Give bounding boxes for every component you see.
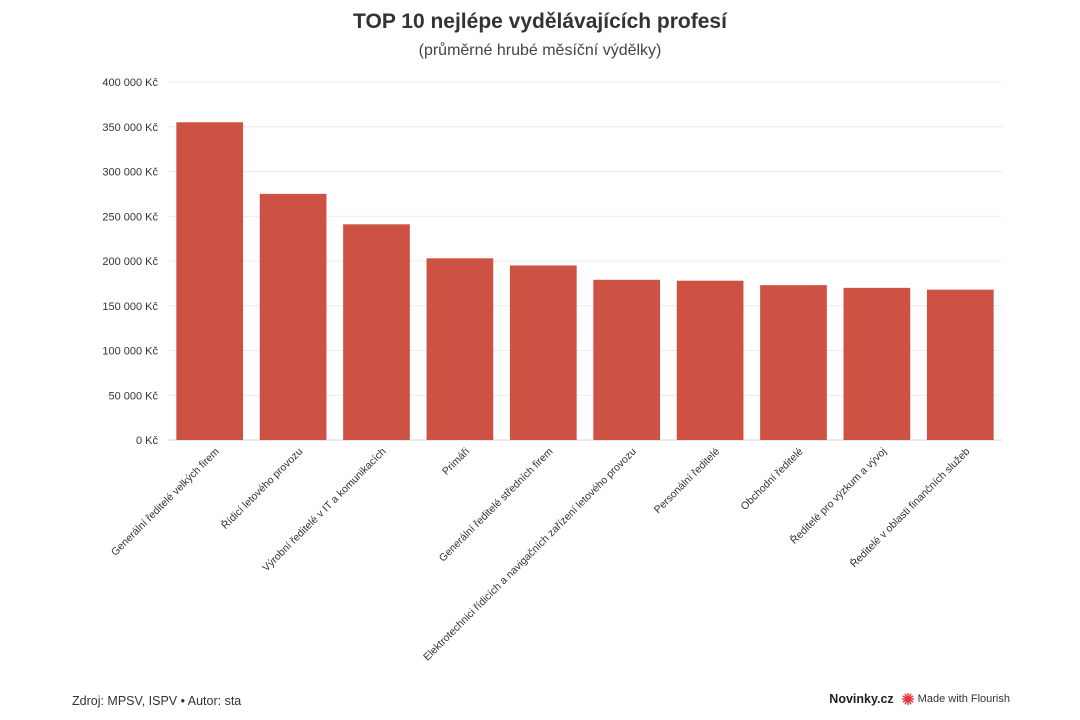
bar[interactable]	[343, 224, 410, 440]
source-note: Zdroj: MPSV, ISPV • Autor: sta	[72, 694, 242, 708]
y-tick-label: 100 000 Kč	[102, 346, 158, 358]
y-tick-label: 300 000 Kč	[102, 167, 158, 179]
bar[interactable]	[926, 289, 994, 440]
y-tick-label: 200 000 Kč	[102, 256, 158, 268]
y-tick-label: 0 Kč	[136, 435, 159, 447]
y-tick-label: 350 000 Kč	[102, 122, 158, 134]
flourish-burst-icon	[901, 693, 914, 705]
x-category-label: Ředitelé pro výzkum a vývoj	[787, 445, 889, 547]
bar[interactable]	[509, 265, 577, 440]
bar[interactable]	[426, 258, 494, 440]
bar[interactable]	[593, 279, 661, 440]
chart-subtitle: (průměrné hrubé měsíční výdělky)	[418, 42, 662, 59]
bar[interactable]	[676, 280, 744, 440]
bar[interactable]	[259, 193, 327, 440]
x-category-label: Obchodní ředitelé	[739, 446, 806, 513]
y-axis-ticks: 0 Kč 50 000 Kč 100 000 Kč 150 000 Kč 200 000…	[102, 77, 158, 447]
x-category-label: Řídicí letového provozu	[218, 445, 305, 532]
y-tick-label: 50 000 Kč	[108, 390, 158, 402]
bar[interactable]	[843, 287, 911, 440]
chart-title: TOP 10 nejlépe vydělávajících profesí	[353, 10, 727, 33]
bar-chart: 0 Kč 50 000 Kč 100 000 Kč 150 000 Kč 200 000…	[102, 77, 1002, 664]
x-category-label: Personální ředitelé	[652, 446, 723, 517]
made-with-flourish-link[interactable]: Made with Flourish	[901, 693, 1010, 705]
bars	[176, 122, 994, 441]
novinky-logo[interactable]: Novinky.cz	[829, 692, 894, 706]
footer-branding: Novinky.cz Made with Flourish	[829, 692, 1010, 706]
y-tick-label: 250 000 Kč	[102, 211, 158, 223]
x-category-label: Generální ředitelé velkých firem	[109, 445, 222, 558]
y-tick-label: 400 000 Kč	[102, 77, 158, 89]
flourish-label: Made with Flourish	[917, 693, 1010, 705]
x-category-label: Primáři	[440, 446, 472, 478]
bar[interactable]	[760, 285, 827, 440]
bar[interactable]	[176, 122, 244, 441]
y-tick-label: 150 000 Kč	[102, 301, 158, 313]
